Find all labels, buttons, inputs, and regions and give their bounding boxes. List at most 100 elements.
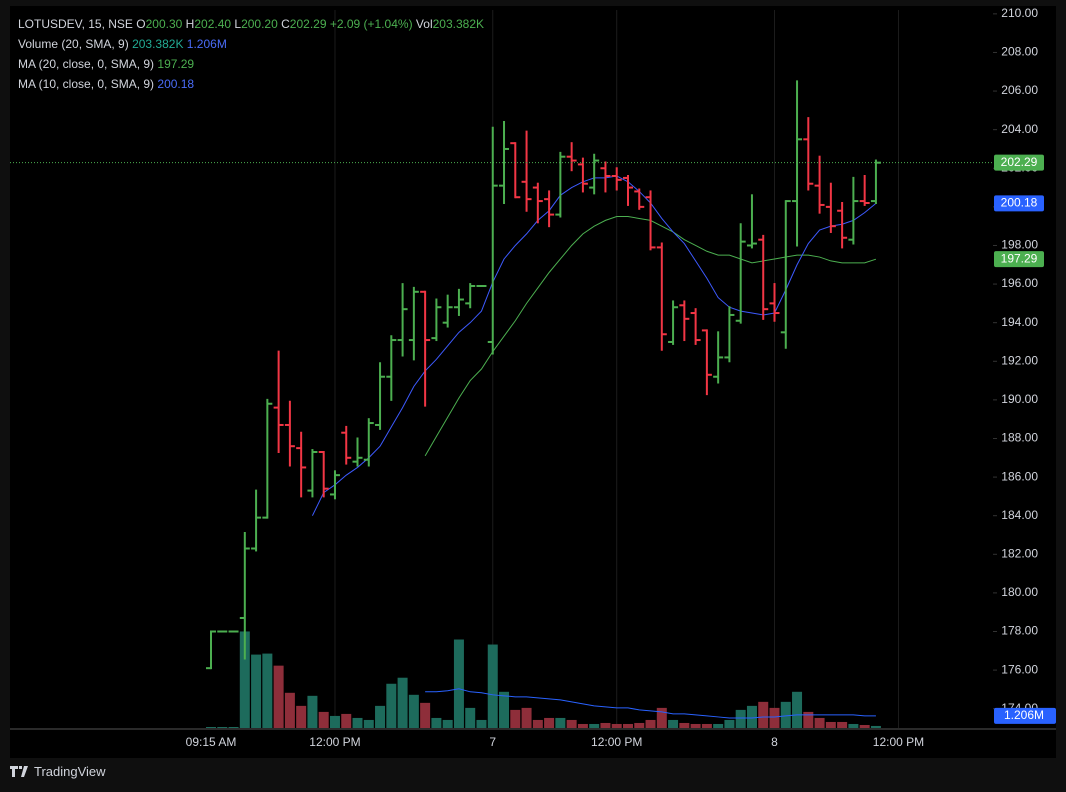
price-badge (994, 251, 1044, 268)
volume-bar (352, 717, 363, 728)
legend: LOTUSDEV, 15, NSE O200.30 H202.40 L200.2… (18, 14, 484, 94)
volume-bar (521, 707, 532, 728)
volume-bar (859, 724, 870, 728)
volume-bar (656, 707, 667, 728)
volume-bar (701, 723, 712, 728)
x-tick-label: 12:00 PM (309, 735, 360, 749)
volume-badge (994, 707, 1056, 724)
volume-bar (724, 719, 735, 728)
volume-bar (363, 719, 374, 728)
volume-bar (690, 723, 701, 728)
volume-bar (611, 723, 622, 728)
y-tick-label: 176.00 (1001, 662, 1038, 676)
y-tick-label: 190.00 (1001, 392, 1038, 406)
volume-bar (622, 723, 633, 728)
branding[interactable]: TradingView (10, 764, 106, 779)
volume-bar (870, 725, 881, 728)
volume-bar (386, 683, 397, 728)
volume-bar (634, 722, 645, 728)
y-tick-label: 178.00 (1001, 624, 1038, 638)
indicator-reading: 197.29 (157, 57, 195, 71)
volume-bar (318, 711, 329, 728)
logo (10, 765, 28, 777)
volume-bar (713, 723, 724, 728)
volume-bar (848, 723, 859, 728)
volume-bar (375, 705, 386, 728)
change: +2.09 (+1.04%) (329, 17, 413, 31)
volume-bar (769, 707, 780, 728)
o-value: 200.30 (145, 17, 183, 31)
volume-bar (792, 691, 803, 728)
volume-bar (217, 726, 228, 728)
y-tick-label: 196.00 (1001, 276, 1038, 290)
y-tick-label: 182.00 (1001, 546, 1038, 560)
volume-bar (431, 717, 442, 728)
indicator-reading: 203.382K (132, 37, 184, 51)
volume-bar (296, 705, 307, 728)
indicator-name: MA (10, close, 0, SMA, 9) (18, 77, 155, 91)
volume-bar (442, 719, 453, 728)
price-badge (994, 154, 1044, 171)
vol-label: Vol (415, 17, 433, 31)
indicator-name: MA (20, close, 0, SMA, 9) (18, 57, 155, 71)
volume-bar (679, 722, 690, 728)
volume-bar (273, 665, 284, 728)
volume-bar (487, 644, 498, 728)
price-badge-label: 200.18 (1001, 196, 1038, 210)
volume-bar (746, 705, 757, 728)
y-tick-label: 180.00 (1001, 585, 1038, 599)
h-label: H (185, 17, 195, 31)
c-label: C (281, 17, 290, 31)
volume-bar (645, 719, 656, 728)
price-badge-label: 202.29 (1001, 155, 1038, 169)
volume-bar (825, 721, 836, 728)
volume-bar (668, 719, 679, 728)
volume-bar (476, 719, 487, 728)
volume-ma (425, 688, 876, 719)
vol-value: 203.382K (432, 17, 484, 31)
volume-bar (228, 726, 239, 728)
volume-bar (341, 713, 352, 728)
y-tick-label: 198.00 (1001, 238, 1038, 252)
volume-bar (307, 695, 318, 728)
volume-bar (397, 677, 408, 728)
y-tick-label: 188.00 (1001, 431, 1038, 445)
y-tick-label: 210.00 (1001, 6, 1038, 20)
x-tick-label: 7 (489, 735, 496, 749)
volume-bar (284, 692, 295, 728)
volume-bar (566, 719, 577, 728)
y-tick-label: 186.00 (1001, 469, 1038, 483)
volume-bar (408, 694, 419, 728)
volume-bar (544, 717, 555, 728)
volume-bar (420, 702, 431, 728)
volume-bar (589, 723, 600, 728)
volume-bar (814, 717, 825, 728)
o-label: O (136, 17, 146, 31)
volume-bar (600, 722, 611, 728)
volume-bar (577, 723, 588, 728)
volume-bar (758, 701, 769, 728)
volume-bar (803, 711, 814, 728)
price-badge-label: 197.29 (1001, 251, 1038, 265)
volume-bar (206, 726, 216, 728)
volume-bar (329, 715, 340, 728)
volume-bar (532, 719, 543, 728)
y-tick-label: 194.00 (1001, 315, 1038, 329)
volume-bar (510, 709, 521, 728)
indicator-row[interactable]: MA (20, close, 0, SMA, 9) 197.29 (18, 54, 484, 74)
y-tick-label: 184.00 (1001, 508, 1038, 522)
indicator-row[interactable]: Volume (20, SMA, 9) 203.382K 1.206M (18, 34, 484, 54)
symbol-row: LOTUSDEV, 15, NSE O200.30 H202.40 L200.2… (18, 14, 484, 34)
indicator-row[interactable]: MA (10, close, 0, SMA, 9) 200.18 (18, 74, 484, 94)
volume-bar (499, 691, 510, 728)
x-tick-label: 09:15 AM (186, 735, 237, 749)
y-tick-label: 208.00 (1001, 45, 1038, 59)
symbol: LOTUSDEV, 15, NSE (18, 17, 133, 31)
indicator-name: Volume (20, SMA, 9) (18, 37, 129, 51)
x-tick-label: 8 (771, 735, 778, 749)
volume-bar (239, 631, 250, 728)
y-tick-label: 204.00 (1001, 122, 1038, 136)
pane-bg (10, 6, 1056, 758)
c-value: 202.29 (289, 17, 327, 31)
